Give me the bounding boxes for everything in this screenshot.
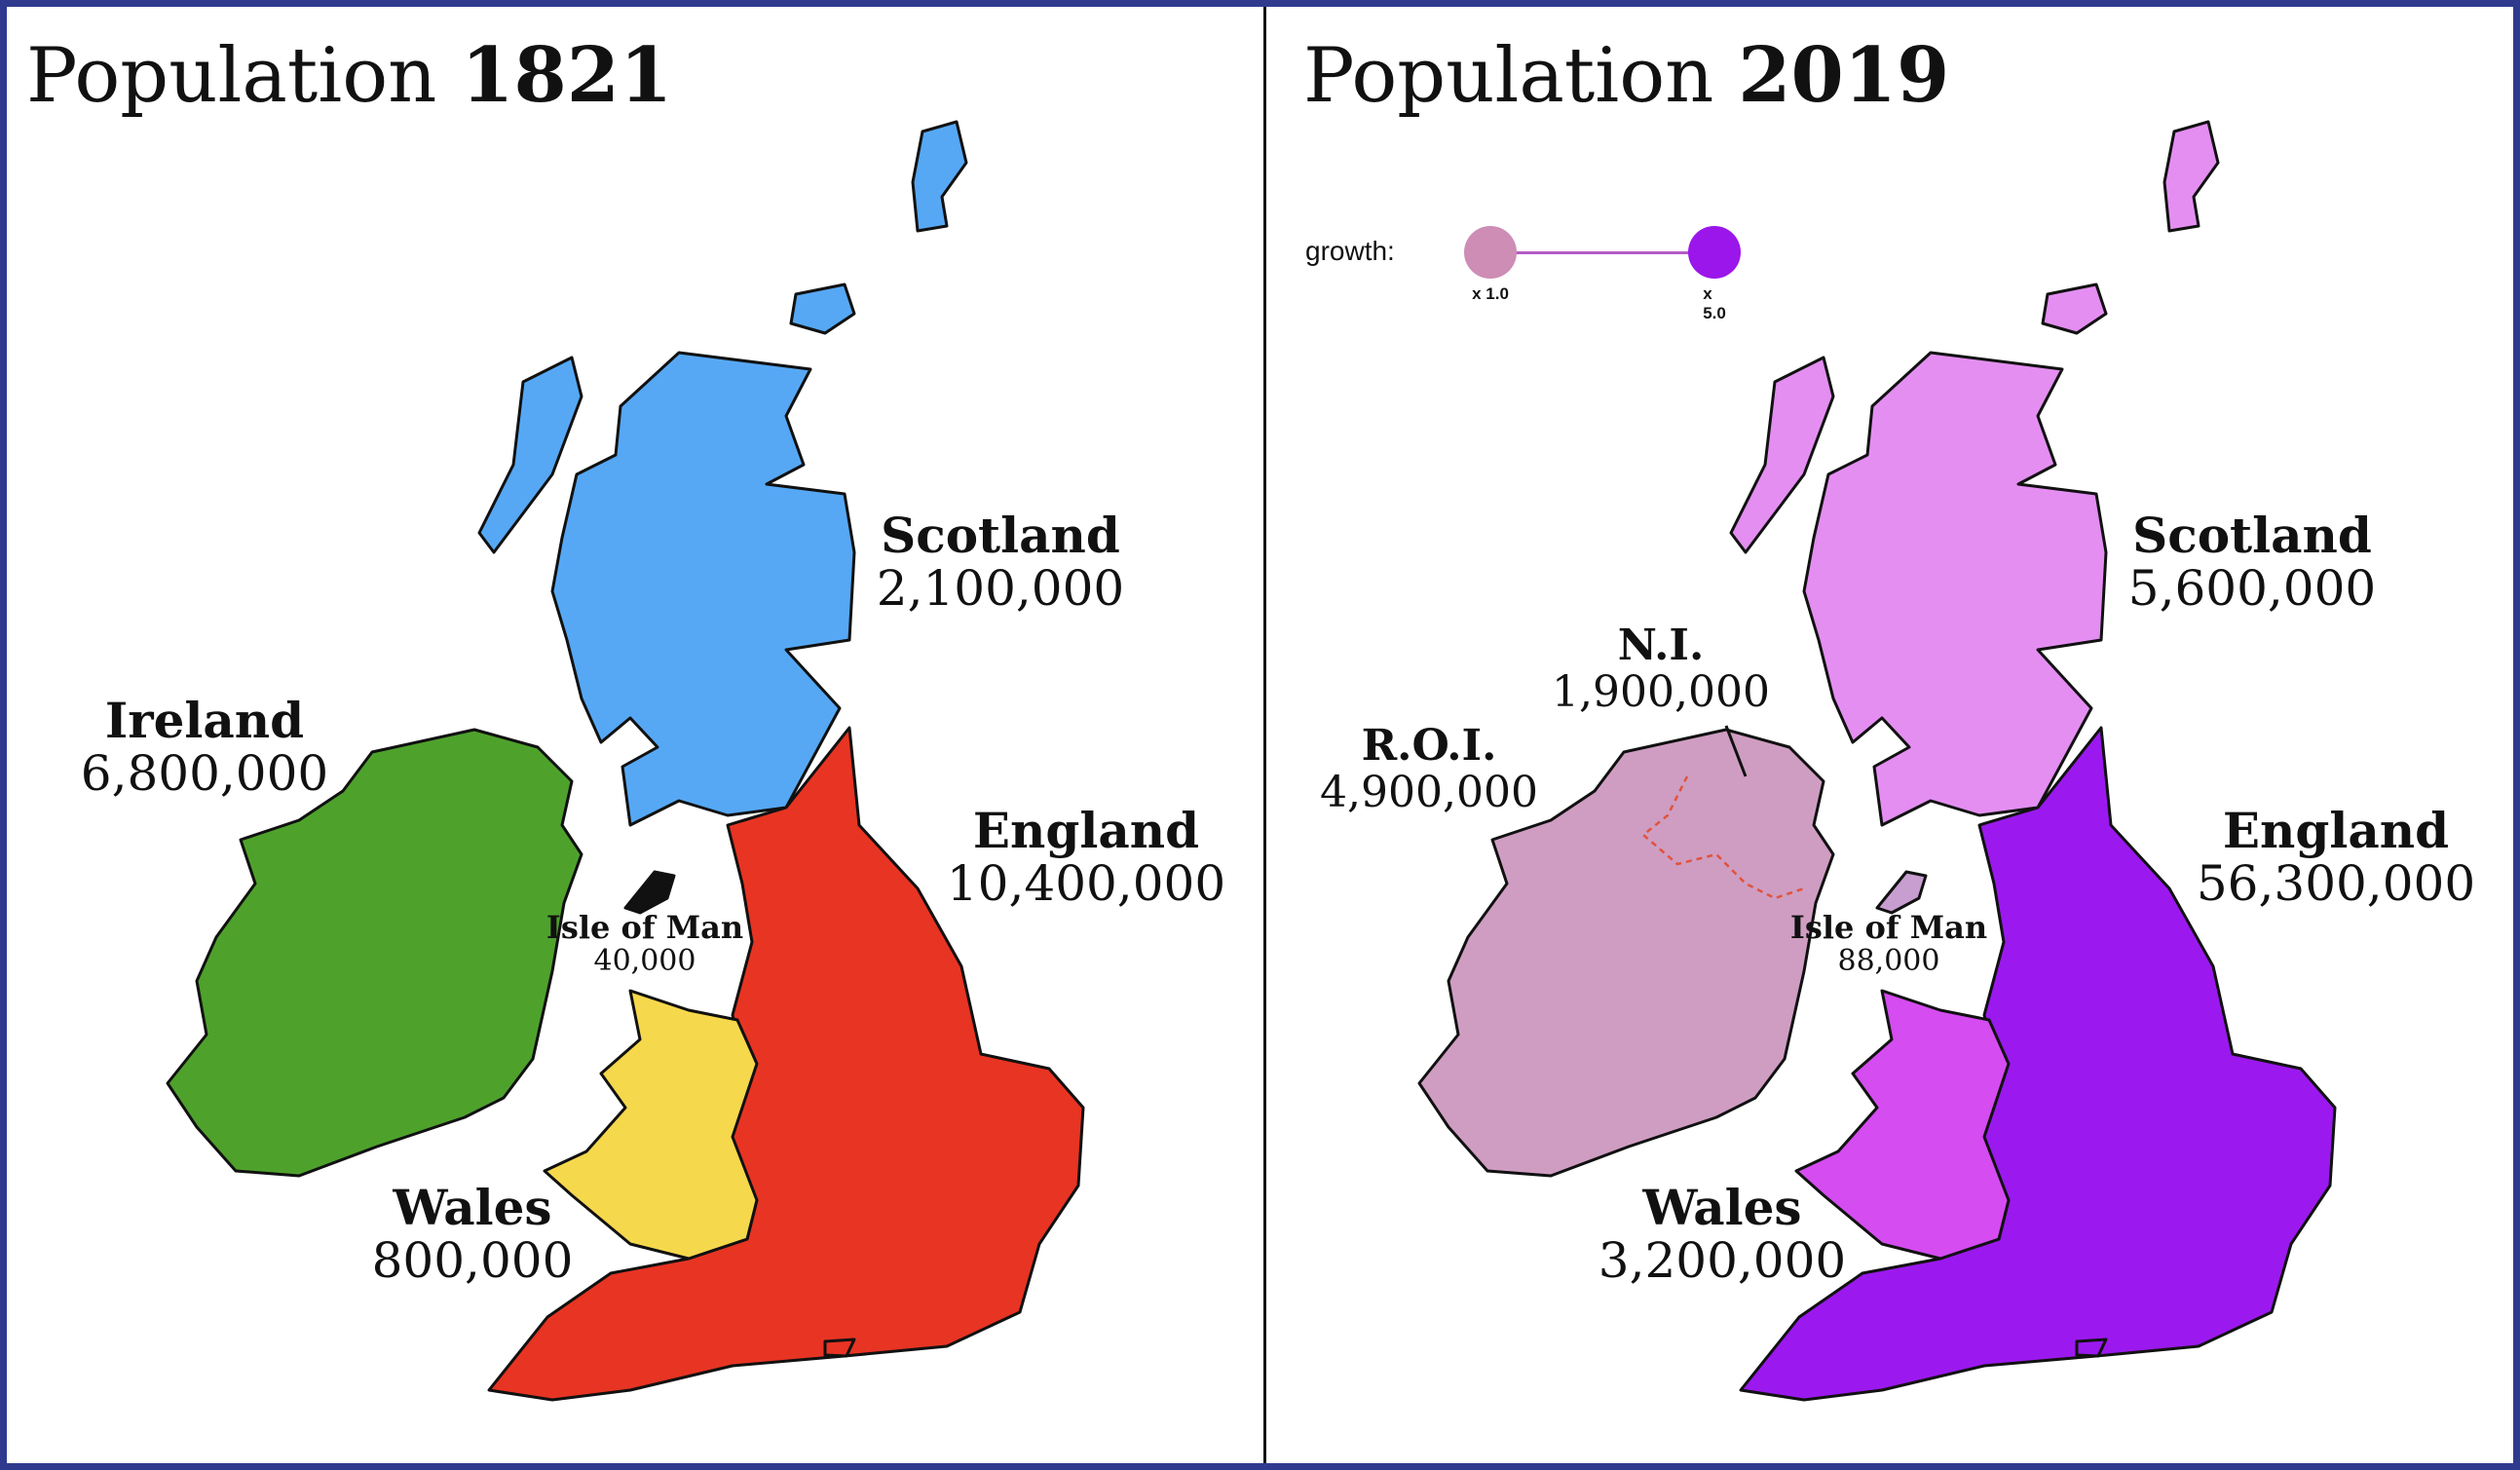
panel-title-1821: Population 1821 bbox=[26, 38, 672, 115]
wales-name: Wales bbox=[1642, 1179, 1802, 1236]
title-prefix: Population bbox=[26, 32, 437, 120]
title-year: 1821 bbox=[461, 31, 673, 120]
ireland-population: 6,800,000 bbox=[80, 745, 329, 802]
label-wales: Wales 3,200,000 bbox=[1599, 1181, 1846, 1288]
island-wight bbox=[823, 1338, 856, 1358]
label-england: England 56,300,000 bbox=[2197, 804, 2475, 911]
england-name: England bbox=[2222, 802, 2450, 859]
region-isle-of-man bbox=[623, 870, 676, 915]
island-wight bbox=[2075, 1338, 2108, 1358]
legend-min-dot bbox=[1464, 226, 1517, 279]
map-1821 bbox=[166, 120, 1085, 1402]
region-scotland bbox=[550, 351, 856, 827]
region-england bbox=[1739, 726, 2337, 1402]
ni-pointer bbox=[1724, 725, 1748, 777]
label-ni: N.I. 1,900,000 bbox=[1552, 622, 1770, 717]
panel-1821: Population 1821 Scotland bbox=[7, 7, 1263, 1463]
roi-population: 4,900,000 bbox=[1320, 768, 1538, 818]
scotland-population: 2,100,000 bbox=[876, 560, 1125, 617]
ni-border bbox=[1641, 775, 1805, 900]
panel-divider bbox=[1263, 7, 1266, 1463]
label-wales: Wales 800,000 bbox=[372, 1181, 574, 1288]
region-roi bbox=[1417, 728, 1835, 1178]
growth-legend: growth: x 1.0 x 5.0 bbox=[1305, 226, 1741, 322]
legend-min-label: x 1.0 bbox=[1472, 284, 1509, 303]
ni-population: 1,900,000 bbox=[1552, 667, 1770, 718]
label-scotland: Scotland 5,600,000 bbox=[2128, 509, 2376, 616]
title-prefix: Population bbox=[1303, 32, 1714, 120]
isle-of-man-name: Isle of Man bbox=[1789, 909, 1988, 946]
ireland-name: Ireland bbox=[104, 692, 305, 749]
label-roi: R.O.I. 4,900,000 bbox=[1320, 721, 1538, 818]
england-population: 56,300,000 bbox=[2196, 855, 2476, 912]
england-population: 10,400,000 bbox=[946, 855, 1226, 912]
island-north bbox=[2163, 120, 2220, 233]
label-isle-of-man: Isle of Man 40,000 bbox=[545, 909, 744, 979]
scotland-name: Scotland bbox=[2132, 507, 2372, 564]
region-scotland bbox=[1802, 351, 2108, 827]
label-scotland: Scotland 2,100,000 bbox=[877, 509, 1124, 616]
label-england: England 10,400,000 bbox=[947, 804, 1225, 911]
label-ireland: Ireland 6,800,000 bbox=[81, 694, 328, 801]
wales-name: Wales bbox=[393, 1179, 552, 1236]
isle-of-man-name: Isle of Man bbox=[545, 909, 744, 946]
island-north bbox=[911, 120, 968, 233]
region-ireland bbox=[166, 728, 583, 1178]
wales-population: 800,000 bbox=[371, 1232, 574, 1289]
isle-of-man-population: 88,000 bbox=[1837, 944, 1940, 979]
isle-of-man-population: 40,000 bbox=[593, 944, 696, 979]
panel-2019: Population 2019 growth: x 1.0 x 5.0 bbox=[1266, 7, 2513, 1463]
legend-max-label: x 5.0 bbox=[1703, 284, 1726, 322]
island-orkney bbox=[789, 283, 856, 335]
wales-population: 3,200,000 bbox=[1598, 1232, 1847, 1289]
legend-label: growth: bbox=[1305, 236, 1395, 266]
legend-max-dot bbox=[1688, 226, 1741, 279]
roi-name: R.O.I. bbox=[1361, 721, 1497, 771]
england-name: England bbox=[972, 802, 1200, 859]
island-hebrides bbox=[477, 356, 583, 554]
region-isle-of-man bbox=[1875, 870, 1928, 915]
region-wales bbox=[543, 989, 759, 1261]
legend-line bbox=[1490, 251, 1714, 254]
title-year: 2019 bbox=[1738, 31, 1950, 120]
region-england bbox=[487, 726, 1085, 1402]
island-orkney bbox=[2041, 283, 2108, 335]
scotland-population: 5,600,000 bbox=[2127, 560, 2377, 617]
label-isle-of-man: Isle of Man 88,000 bbox=[1789, 909, 1988, 979]
scotland-name: Scotland bbox=[881, 507, 1120, 564]
map-2019 bbox=[1417, 120, 2337, 1402]
region-wales bbox=[1794, 989, 2011, 1261]
ni-name: N.I. bbox=[1617, 621, 1705, 670]
island-hebrides bbox=[1729, 356, 1835, 554]
panel-title-2019: Population 2019 bbox=[1303, 38, 1949, 115]
